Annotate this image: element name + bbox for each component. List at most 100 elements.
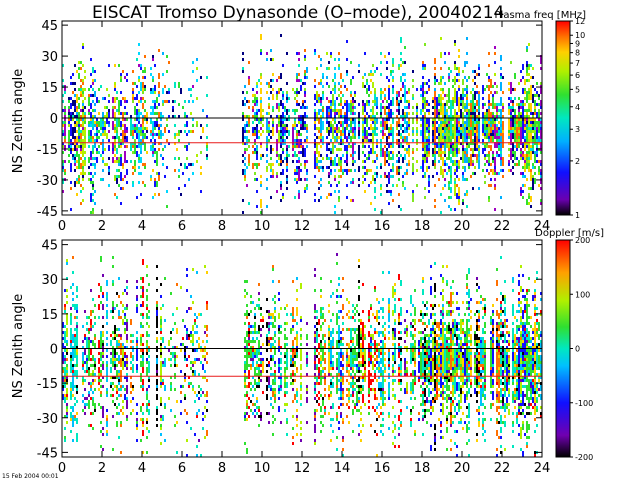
echo-point bbox=[68, 100, 70, 103]
echo-point bbox=[386, 100, 388, 103]
echo-point bbox=[186, 454, 188, 457]
echo-point bbox=[78, 157, 80, 160]
echo-point bbox=[76, 391, 78, 394]
echo-point bbox=[74, 337, 76, 340]
echo-point bbox=[76, 364, 78, 367]
echo-point bbox=[500, 196, 502, 199]
echo-point bbox=[162, 157, 164, 160]
echo-point bbox=[246, 139, 248, 142]
echo-point bbox=[396, 127, 398, 130]
echo-point bbox=[296, 142, 298, 145]
echo-point bbox=[150, 148, 152, 151]
echo-point bbox=[384, 124, 386, 127]
echo-point bbox=[272, 130, 274, 133]
echo-point bbox=[346, 145, 348, 148]
echo-point bbox=[476, 145, 478, 148]
echo-point bbox=[200, 166, 202, 169]
echo-point bbox=[460, 100, 462, 103]
echo-point bbox=[140, 361, 142, 364]
echo-point bbox=[190, 361, 192, 364]
echo-point bbox=[76, 160, 78, 163]
echo-point bbox=[438, 133, 440, 136]
echo-point bbox=[124, 307, 126, 310]
echo-point bbox=[86, 337, 88, 340]
echo-point bbox=[68, 148, 70, 151]
echo-point bbox=[488, 184, 490, 187]
echo-point bbox=[280, 181, 282, 184]
echo-point bbox=[420, 130, 422, 133]
echo-point bbox=[284, 118, 286, 121]
echo-point bbox=[174, 169, 176, 172]
echo-point bbox=[272, 118, 274, 121]
echo-point bbox=[530, 199, 532, 202]
echo-point bbox=[92, 325, 94, 328]
echo-point bbox=[536, 151, 538, 154]
echo-point bbox=[260, 145, 262, 148]
echo-point bbox=[102, 97, 104, 100]
echo-point bbox=[62, 343, 64, 346]
echo-point bbox=[318, 127, 320, 130]
echo-point bbox=[456, 73, 458, 76]
echo-point bbox=[90, 157, 92, 160]
echo-point bbox=[402, 160, 404, 163]
echo-point bbox=[156, 418, 158, 421]
echo-point bbox=[186, 166, 188, 169]
echo-point bbox=[138, 133, 140, 136]
echo-point bbox=[278, 157, 280, 160]
echo-point bbox=[540, 148, 542, 151]
echo-point bbox=[88, 346, 90, 349]
echo-point bbox=[188, 376, 190, 379]
echo-point bbox=[492, 157, 494, 160]
echo-point bbox=[248, 79, 250, 82]
echo-point bbox=[374, 115, 376, 118]
echo-point bbox=[462, 91, 464, 94]
echo-point bbox=[144, 55, 146, 58]
echo-point bbox=[120, 334, 122, 337]
echo-point bbox=[392, 76, 394, 79]
echo-point bbox=[420, 124, 422, 127]
echo-point bbox=[278, 121, 280, 124]
echo-point bbox=[304, 112, 306, 115]
echo-point bbox=[352, 100, 354, 103]
echo-point bbox=[118, 334, 120, 337]
echo-point bbox=[448, 127, 450, 130]
echo-point bbox=[466, 37, 468, 40]
echo-point bbox=[88, 382, 90, 385]
echo-point bbox=[76, 349, 78, 352]
echo-point bbox=[530, 118, 532, 121]
echo-point bbox=[518, 106, 520, 109]
echo-point bbox=[350, 112, 352, 115]
echo-point bbox=[438, 139, 440, 142]
echo-point bbox=[510, 154, 512, 157]
echo-point bbox=[426, 103, 428, 106]
echo-point bbox=[118, 139, 120, 142]
echo-point bbox=[98, 100, 100, 103]
echo-point bbox=[160, 415, 162, 418]
echo-point bbox=[422, 124, 424, 127]
echo-point bbox=[296, 73, 298, 76]
echo-point bbox=[512, 127, 514, 130]
echo-point bbox=[102, 127, 104, 130]
echo-point bbox=[200, 394, 202, 397]
echo-point bbox=[94, 346, 96, 349]
echo-point bbox=[126, 79, 128, 82]
echo-point bbox=[454, 100, 456, 103]
echo-point bbox=[84, 172, 86, 175]
echo-point bbox=[320, 178, 322, 181]
echo-point bbox=[132, 136, 134, 139]
echo-point bbox=[282, 142, 284, 145]
echo-point bbox=[320, 124, 322, 127]
echo-point bbox=[80, 151, 82, 154]
echo-point bbox=[74, 88, 76, 91]
echo-point bbox=[152, 154, 154, 157]
echo-point bbox=[108, 100, 110, 103]
echo-point bbox=[100, 331, 102, 334]
echo-point bbox=[452, 97, 454, 100]
echo-point bbox=[100, 142, 102, 145]
echo-point bbox=[70, 313, 72, 316]
echo-point bbox=[278, 154, 280, 157]
echo-point bbox=[366, 88, 368, 91]
echo-point bbox=[114, 85, 116, 88]
echo-point bbox=[490, 127, 492, 130]
echo-point bbox=[76, 439, 78, 442]
